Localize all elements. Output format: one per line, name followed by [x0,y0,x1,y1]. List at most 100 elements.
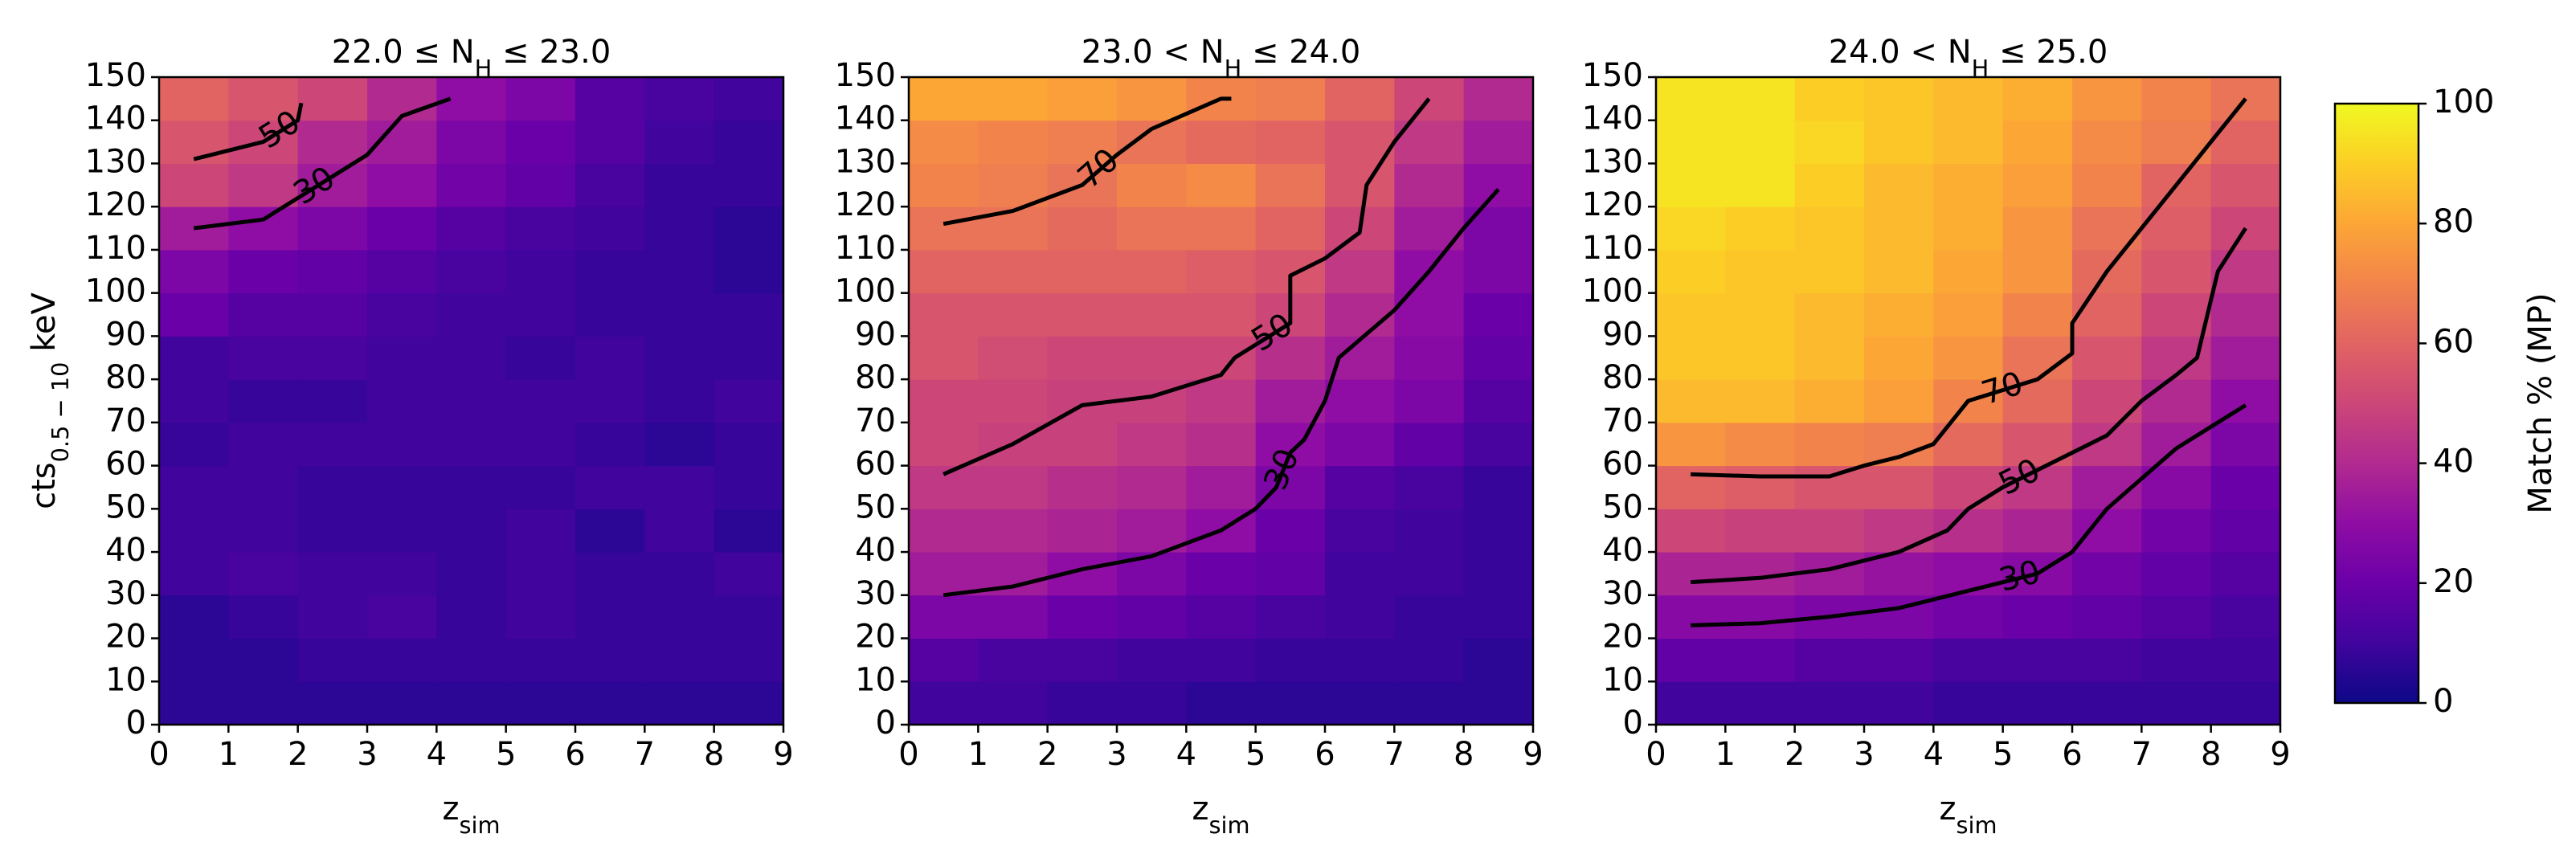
heatmap-cell [436,292,507,337]
heatmap-cell [1255,163,1326,207]
heatmap-cell [1255,206,1326,251]
heatmap-cell [1794,77,1865,121]
heatmap-cell [1725,638,1796,682]
y-tick-label: 10 [105,661,146,698]
heatmap-cell [505,120,576,164]
heatmap-cell [1394,552,1465,596]
panel-title-part: ≤ 25.0 [1989,34,2108,71]
heatmap-cell [367,552,437,596]
y-tick-label: 30 [105,575,146,612]
heatmap-cell [575,120,645,164]
heatmap-cell [978,465,1049,509]
panel-title-part: 22.0 ≤ N [332,34,475,71]
heatmap-cell [1794,681,1865,725]
heatmap-cell [505,509,576,553]
heatmap-cell [1656,163,1726,207]
heatmap-cell [159,163,229,207]
heatmap-cell [1725,163,1796,207]
heatmap-cell [505,292,576,337]
heatmap-cell [1725,120,1796,164]
heatmap-cell [2072,120,2142,164]
heatmap-cell [2072,163,2142,207]
heatmap-cell [714,422,784,467]
heatmap-cell [297,379,368,423]
heatmap-cell [644,379,715,423]
x-tick-label: 8 [2201,736,2221,773]
heatmap-cell [1255,638,1326,682]
x-tick-label: 6 [2062,736,2082,773]
heatmap-cell [1463,681,1534,725]
x-tick-label: 3 [357,736,377,773]
x-axis-label: zsim [442,791,500,839]
heatmap-cell [1394,422,1465,467]
heatmap-cell [1933,638,2004,682]
heatmap-cell [2210,552,2281,596]
heatmap-cell [1933,120,2004,164]
contour-line [193,102,304,161]
heatmap-cell [2002,249,2073,294]
heatmap-cell [1186,638,1257,682]
heatmap-cell [575,336,645,380]
heatmap-cell [644,77,715,121]
heatmap-cell [1463,249,1534,294]
contour-line [1691,403,2247,627]
heatmap-cell [714,595,784,639]
heatmap-cell [505,163,576,207]
heatmap-cell [1325,379,1395,423]
heatmap-cell [575,509,645,553]
heatmap-cell [2210,336,2281,380]
x-tick-label: 9 [773,736,793,773]
heatmap-cell [1864,509,1934,553]
heatmap-cell [575,163,645,207]
heatmap-cell [909,379,979,423]
heatmap-cell [714,249,784,294]
x-tick-label: 5 [1245,736,1266,773]
y-tick-label: 80 [1602,359,1643,396]
y-tick-label: 0 [876,705,896,742]
heatmap-cell [2002,292,2073,337]
heatmap-cell [714,163,784,207]
plot-frame [1654,76,2282,726]
heatmap-cell [1933,552,2004,596]
heatmap-cell [1186,465,1257,509]
heatmap-cell [2072,552,2142,596]
heatmap-cell [159,379,229,423]
heatmap-cell [1656,77,1726,121]
heatmap-cell [978,77,1049,121]
heatmap-cell [228,249,299,294]
colorbar-tick-label: 40 [2433,443,2474,480]
heatmap-cell [1394,336,1465,380]
heatmap-cell [644,249,715,294]
heatmap-cell [2141,595,2212,639]
y-axis-label: cts0.5 − 10 keV [26,292,74,509]
y-tick-label: 100 [1582,273,1643,310]
heatmap-cell [1255,509,1326,553]
contour-line [942,97,1431,476]
x-tick-label: 0 [898,736,918,773]
x-tick-label: 4 [1924,736,1944,773]
heatmap-cell [1394,465,1465,509]
x-axis-label-part: z [1939,791,1956,827]
heatmap-cell [159,638,229,682]
heatmap-cell [575,249,645,294]
heatmap-cell [1463,422,1534,467]
heatmap-cell [159,509,229,553]
heatmap-cell [367,465,437,509]
y-tick-label: 150 [835,57,896,94]
heatmap-cell [436,509,507,553]
heatmap-cell [2072,422,2142,467]
heatmap-cell [1394,379,1465,423]
heatmap-cell [297,120,368,164]
x-tick-label: 1 [219,736,239,773]
heatmap-cell [909,206,979,251]
heatmap-cell [644,336,715,380]
heatmap-cell [1794,422,1865,467]
x-tick-label: 2 [1037,736,1057,773]
heatmap-cell [1047,206,1118,251]
x-axis-label-part: sim [1956,811,1997,839]
heatmap-cell [644,120,715,164]
heatmap-cell [297,552,368,596]
heatmap-cell [2072,336,2142,380]
heatmap-cell [644,206,715,251]
y-tick-label: 120 [835,186,896,223]
